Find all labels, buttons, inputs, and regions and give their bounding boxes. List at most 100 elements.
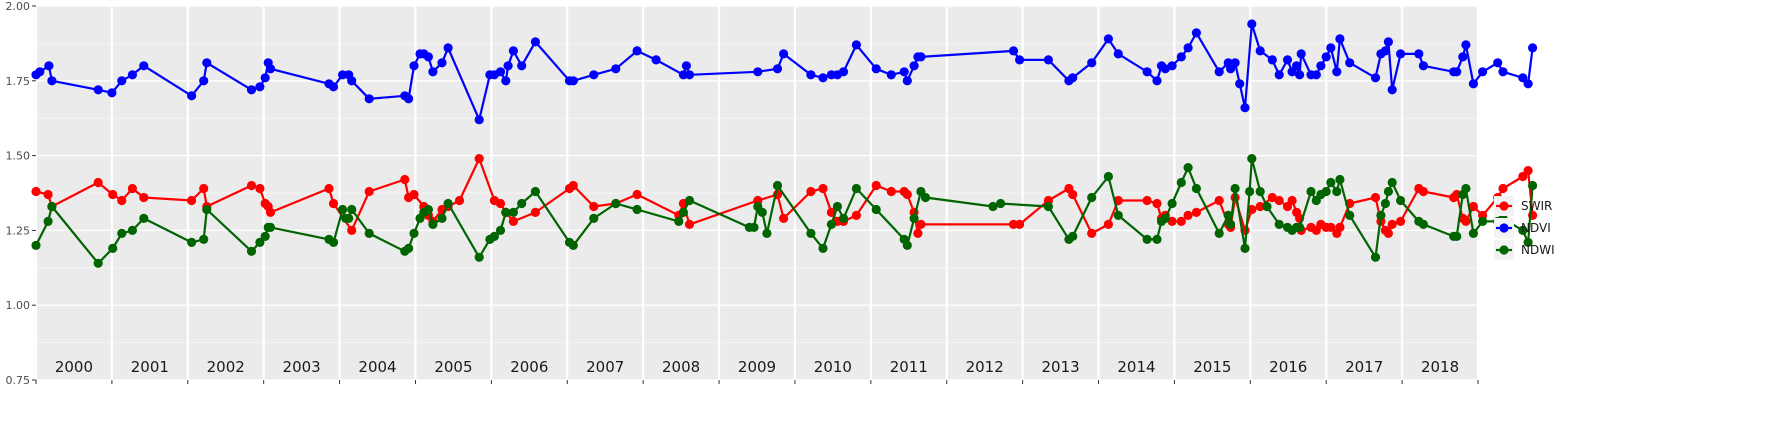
data-point-ndwi: [871, 204, 881, 215]
data-point-ndvi: [1142, 67, 1152, 77]
legend-label-swir: SWIR: [1521, 199, 1552, 213]
data-point-ndvi: [1167, 61, 1177, 71]
data-point-ndvi: [1008, 46, 1019, 56]
data-point-ndwi: [328, 237, 339, 247]
data-point-ndwi: [838, 213, 849, 223]
data-point-swir: [1418, 186, 1428, 197]
data-point-ndwi: [1274, 219, 1284, 229]
data-point-swir: [913, 228, 923, 238]
data-point-ndwi: [344, 213, 354, 223]
series-swir: [31, 154, 1538, 238]
series-ndvi: [31, 19, 1538, 125]
data-point-ndwi: [568, 240, 578, 250]
year-label: 2007: [586, 358, 624, 376]
data-point-ndwi: [347, 204, 357, 215]
data-point-ndwi: [1478, 216, 1488, 226]
data-point-ndwi: [1387, 177, 1397, 188]
data-point-swir: [139, 192, 149, 203]
year-label: 2013: [1041, 358, 1079, 376]
data-point-swir: [1087, 228, 1097, 238]
data-point-ndwi: [489, 231, 499, 241]
data-point-ndvi: [347, 76, 357, 86]
data-point-ndvi: [265, 64, 276, 74]
data-point-ndvi: [1335, 34, 1345, 44]
data-point-swir: [127, 183, 137, 194]
year-label: 2002: [207, 358, 245, 376]
data-point-swir: [43, 189, 53, 200]
data-point-ndwi: [1087, 192, 1097, 203]
data-point-swir: [1383, 228, 1393, 238]
data-point-swir: [508, 216, 518, 226]
data-point-swir: [1214, 195, 1224, 206]
data-point-ndvi: [1396, 49, 1406, 59]
legend-key-point: [1499, 201, 1509, 211]
data-point-swir: [1068, 189, 1078, 200]
data-point-swir: [108, 189, 118, 200]
data-point-ndvi: [1493, 58, 1503, 68]
data-point-ndvi: [589, 70, 599, 80]
data-point-ndwi: [43, 216, 53, 226]
year-label: 2012: [966, 358, 1004, 376]
data-point-ndwi: [1295, 222, 1305, 232]
data-point-ndvi: [1295, 70, 1305, 80]
data-point-ndwi: [265, 222, 276, 232]
data-point-swir: [93, 177, 103, 188]
data-point-ndwi: [1306, 186, 1316, 197]
data-point-ndvi: [681, 61, 692, 71]
data-point-ndwi: [902, 240, 912, 250]
data-point-ndwi: [1461, 183, 1471, 194]
data-point-ndwi: [364, 228, 374, 238]
data-point-ndwi: [684, 195, 695, 206]
data-point-ndwi: [674, 216, 684, 226]
data-point-swir: [324, 183, 334, 194]
data-point-ndvi: [1214, 67, 1224, 77]
data-point-ndwi: [1332, 186, 1342, 197]
data-point-ndvi: [501, 76, 511, 86]
year-label: 2015: [1193, 358, 1231, 376]
data-point-ndvi: [328, 82, 339, 92]
data-point-ndwi: [832, 201, 843, 212]
data-point-ndwi: [260, 231, 270, 241]
data-point-swir: [818, 183, 828, 194]
data-point-ndwi: [1370, 252, 1381, 262]
data-point-ndvi: [1247, 19, 1257, 29]
data-point-ndwi: [202, 204, 212, 215]
data-point-ndwi: [1191, 183, 1201, 194]
data-point-ndvi: [199, 76, 209, 86]
data-point-ndwi: [474, 252, 484, 262]
data-point-ndwi: [920, 192, 931, 203]
data-point-ndvi: [260, 73, 270, 83]
data-point-swir: [1498, 183, 1508, 194]
data-point-swir: [1518, 171, 1528, 182]
data-point-ndwi: [443, 198, 453, 209]
data-point-ndwi: [826, 219, 837, 229]
data-point-ndvi: [1518, 73, 1528, 83]
data-point-swir: [1103, 219, 1113, 229]
data-point-ndwi: [31, 240, 41, 250]
data-point-ndvi: [651, 55, 661, 65]
year-label: 2005: [434, 358, 472, 376]
data-point-ndvi: [684, 70, 695, 80]
data-point-swir: [568, 180, 578, 191]
data-point-ndvi: [139, 61, 149, 71]
data-point-ndwi: [409, 228, 419, 238]
data-point-swir: [265, 207, 276, 217]
data-point-swir: [1370, 192, 1381, 203]
data-point-ndwi: [246, 246, 257, 256]
data-point-ndvi: [1113, 49, 1123, 59]
data-point-swir: [364, 186, 374, 197]
data-point-swir: [1287, 195, 1297, 206]
data-point-ndvi: [1240, 103, 1250, 113]
data-point-swir: [1274, 195, 1284, 206]
data-point-ndwi: [632, 204, 642, 215]
data-point-ndvi: [1267, 55, 1277, 65]
legend-key-point: [1499, 223, 1509, 233]
data-point-ndvi: [871, 64, 881, 74]
data-point-swir: [347, 225, 357, 235]
data-point-swir: [328, 198, 339, 209]
data-point-swir: [684, 219, 695, 229]
data-point-ndvi: [779, 49, 789, 59]
data-point-ndvi: [1321, 52, 1331, 62]
legend-key-point: [1499, 245, 1509, 255]
data-point-swir: [1523, 166, 1533, 176]
